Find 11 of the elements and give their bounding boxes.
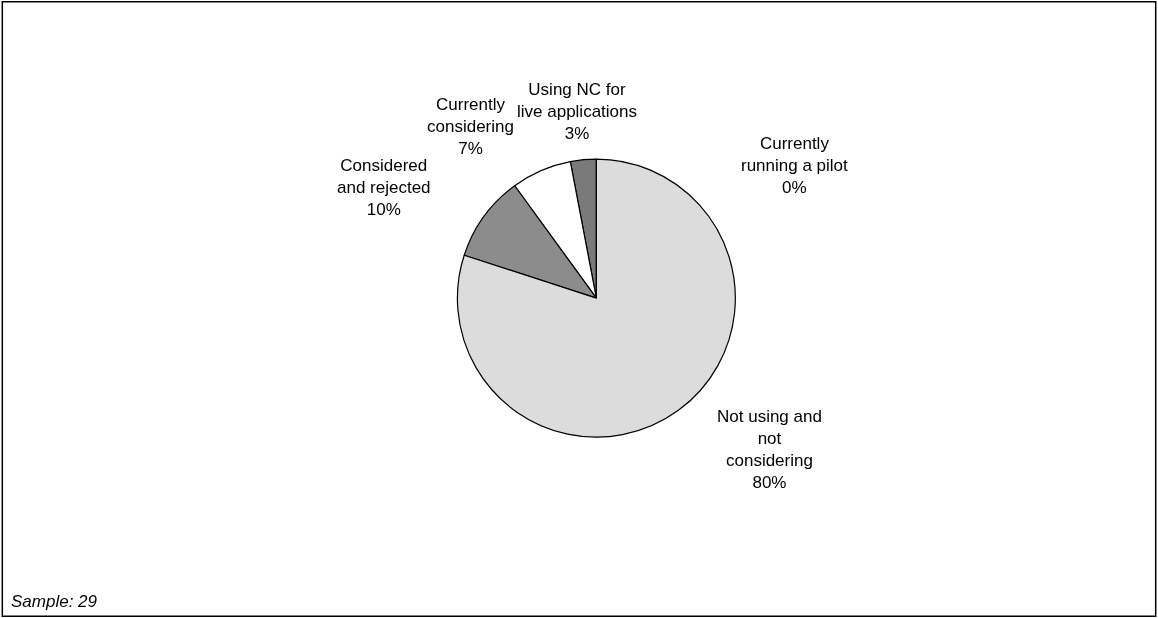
data-label: 80% [752,473,787,493]
text: 0% [782,178,807,198]
category-label: Currently running a pilot [741,134,848,176]
data-label: 3% [564,124,590,144]
text: Sample: 29 [11,592,98,611]
slice-label: Using NC for live applications [517,80,638,122]
data-label: 7% [458,139,483,159]
slice-label: Considered and rejected [337,156,431,198]
slice-label: Not using and not considering [717,407,822,471]
slice-label: Currently considering [427,95,514,137]
data-label: 10% [366,200,401,220]
